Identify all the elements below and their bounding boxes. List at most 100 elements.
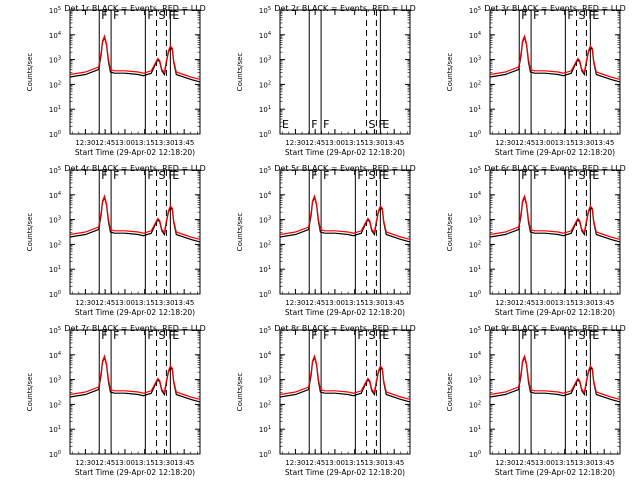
y-tick-label: 105 xyxy=(49,6,61,15)
series-line-lld xyxy=(69,34,201,80)
x-axis-label: Start Time (29-Apr-02 12:18:20) xyxy=(495,468,615,477)
marker-label-E: E xyxy=(382,329,389,342)
x-tick-label: 13:00 xyxy=(325,139,345,147)
plot-frame xyxy=(279,169,411,295)
marker-label-F: F xyxy=(567,9,573,22)
marker-label-F: F xyxy=(101,329,107,342)
x-tick-label: 13:00 xyxy=(535,139,555,147)
y-tick-label: 103 xyxy=(49,56,61,65)
marker-label-F: F xyxy=(533,329,539,342)
x-tick-label: 12:30 xyxy=(285,139,305,147)
x-tick-label: 13:30 xyxy=(364,459,384,467)
x-tick-label: 13:45 xyxy=(594,139,614,147)
y-tick-label: 105 xyxy=(259,326,271,335)
panel-title: Det 3r BLACK = Events, RED = LLD xyxy=(484,4,626,13)
marker-label-E: E xyxy=(592,9,599,22)
marker-label-F: F xyxy=(323,169,329,182)
marker-label-S: S xyxy=(369,329,376,342)
marker-label-F: F xyxy=(378,329,384,342)
x-tick-label: 13:45 xyxy=(384,139,404,147)
series-line-events xyxy=(279,355,411,403)
y-tick-label: 104 xyxy=(259,31,271,40)
y-tick-label: 103 xyxy=(49,376,61,385)
marker-label-F: F xyxy=(311,169,317,182)
marker-label-E: E xyxy=(592,169,599,182)
marker-label-F: F xyxy=(113,169,119,182)
marker-label-F: F xyxy=(533,9,539,22)
x-tick-label: 12:30 xyxy=(495,459,515,467)
marker-label-F: F xyxy=(168,9,174,22)
plot-frame xyxy=(69,9,201,135)
y-tick-label: 105 xyxy=(259,6,271,15)
y-tick-label: 104 xyxy=(49,191,61,200)
marker-label-F: F xyxy=(311,329,317,342)
marker-label-E: E xyxy=(282,118,289,131)
x-tick-label: 13:00 xyxy=(115,459,135,467)
x-tick-label: 13:15 xyxy=(555,459,575,467)
x-tick-label: 13:30 xyxy=(574,459,594,467)
x-tick-label: 13:30 xyxy=(364,139,384,147)
marker-label-F: F xyxy=(323,329,329,342)
marker-label-F: F xyxy=(357,169,363,182)
marker-label-F: F xyxy=(521,329,527,342)
x-tick-label: 12:45 xyxy=(95,459,115,467)
x-tick-label: 13:00 xyxy=(115,139,135,147)
panel-title: Det 7r BLACK = Events, RED = LLD xyxy=(64,324,206,333)
y-tick-label: 101 xyxy=(49,105,61,114)
marker-label-F: F xyxy=(521,169,527,182)
y-tick-label: 103 xyxy=(469,376,481,385)
y-tick-label: 102 xyxy=(259,400,271,409)
x-tick-label: 13:00 xyxy=(115,299,135,307)
y-axis-label: Counts/sec xyxy=(236,213,244,252)
y-tick-label: 101 xyxy=(469,265,481,274)
y-tick-label: 102 xyxy=(49,240,61,249)
y-tick-label: 100 xyxy=(259,290,271,299)
y-tick-label: 100 xyxy=(259,450,271,459)
panel-title: Det 9r BLACK = Events, RED = LLD xyxy=(484,324,626,333)
marker-label-F: F xyxy=(147,329,153,342)
marker-label-E: E xyxy=(592,329,599,342)
marker-label-F: F xyxy=(357,329,363,342)
x-tick-label: 12:45 xyxy=(515,299,535,307)
marker-label-S: S xyxy=(579,329,586,342)
marker-label-F: F xyxy=(588,169,594,182)
series-line-lld xyxy=(69,354,201,400)
x-tick-label: 13:45 xyxy=(384,299,404,307)
marker-label-F: F xyxy=(588,9,594,22)
marker-label-E: E xyxy=(382,118,389,131)
x-tick-label: 13:45 xyxy=(174,459,194,467)
y-tick-label: 102 xyxy=(49,400,61,409)
y-tick-label: 100 xyxy=(49,290,61,299)
x-tick-label: 12:45 xyxy=(305,139,325,147)
marker-label-F: F xyxy=(567,169,573,182)
marker-label-F: F xyxy=(101,9,107,22)
x-tick-label: 13:15 xyxy=(135,139,155,147)
x-tick-label: 12:45 xyxy=(305,459,325,467)
y-tick-label: 103 xyxy=(259,56,271,65)
y-tick-label: 104 xyxy=(469,191,481,200)
x-tick-label: 13:00 xyxy=(535,299,555,307)
x-tick-label: 12:30 xyxy=(285,299,305,307)
marker-label-S: S xyxy=(369,118,376,131)
marker-label-S: S xyxy=(159,9,166,22)
marker-label-F: F xyxy=(147,169,153,182)
y-tick-label: 102 xyxy=(49,80,61,89)
panel-title: Det 6r BLACK = Events, RED = LLD xyxy=(484,164,626,173)
y-tick-label: 101 xyxy=(49,425,61,434)
y-tick-label: 104 xyxy=(49,351,61,360)
y-tick-label: 105 xyxy=(469,166,481,175)
plot-frame xyxy=(279,329,411,455)
panel-det-8: Det 8r BLACK = Events, RED = LLD 100 101 10… xyxy=(236,324,416,477)
x-tick-label: 12:45 xyxy=(95,299,115,307)
panel-title: Det 4r BLACK = Events, RED = LLD xyxy=(64,164,206,173)
panel-det-9: Det 9r BLACK = Events, RED = LLD 100 101 10… xyxy=(446,324,626,477)
x-tick-label: 13:45 xyxy=(174,139,194,147)
x-tick-label: 13:30 xyxy=(574,299,594,307)
x-tick-label: 13:30 xyxy=(154,299,174,307)
x-axis-label: Start Time (29-Apr-02 12:18:20) xyxy=(285,148,405,157)
y-tick-label: 104 xyxy=(469,351,481,360)
panel-title: Det 2r BLACK = Events, RED = LLD xyxy=(274,4,416,13)
marker-label-S: S xyxy=(159,329,166,342)
series-line-lld xyxy=(69,194,201,240)
y-axis-label: Counts/sec xyxy=(446,213,454,252)
